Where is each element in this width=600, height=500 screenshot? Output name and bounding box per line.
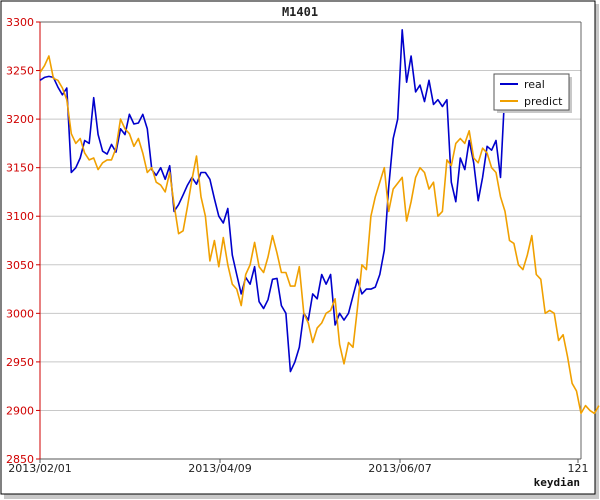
x-tick-label: 2013/06/07 — [368, 462, 431, 475]
y-tick-label: 3050 — [6, 259, 34, 272]
x-tick-label: 121 — [568, 462, 589, 475]
y-tick-label: 3150 — [6, 162, 34, 175]
y-tick-label: 3000 — [6, 307, 34, 320]
series-line-predict — [39, 55, 600, 415]
y-tick-label: 2850 — [6, 453, 34, 466]
footer-brand: keydian — [534, 476, 580, 489]
y-tick-label: 3250 — [6, 65, 34, 78]
legend: real predict — [493, 73, 572, 113]
y-axis: 3300 3250 3200 3150 3100 3050 3000 2950 2900 2850 — [6, 16, 40, 466]
chart-title: M1401 — [282, 5, 318, 19]
legend-box — [493, 73, 570, 111]
y-tick-label: 3300 — [6, 16, 34, 29]
y-tick-label: 2900 — [6, 404, 34, 417]
x-axis: 2013/02/01 2013/04/09 2013/06/07 121 — [8, 459, 589, 475]
y-tick-label: 3200 — [6, 113, 34, 126]
legend-label-predict: predict — [524, 95, 563, 108]
legend-label-real: real — [524, 78, 545, 91]
x-tick-label: 2013/02/01 — [8, 462, 71, 475]
series-line-real — [39, 28, 511, 373]
series-lines — [39, 28, 600, 415]
y-tick-label: 3100 — [6, 210, 34, 223]
x-tick-label: 2013/04/09 — [188, 462, 251, 475]
y-tick-label: 2950 — [6, 356, 34, 369]
